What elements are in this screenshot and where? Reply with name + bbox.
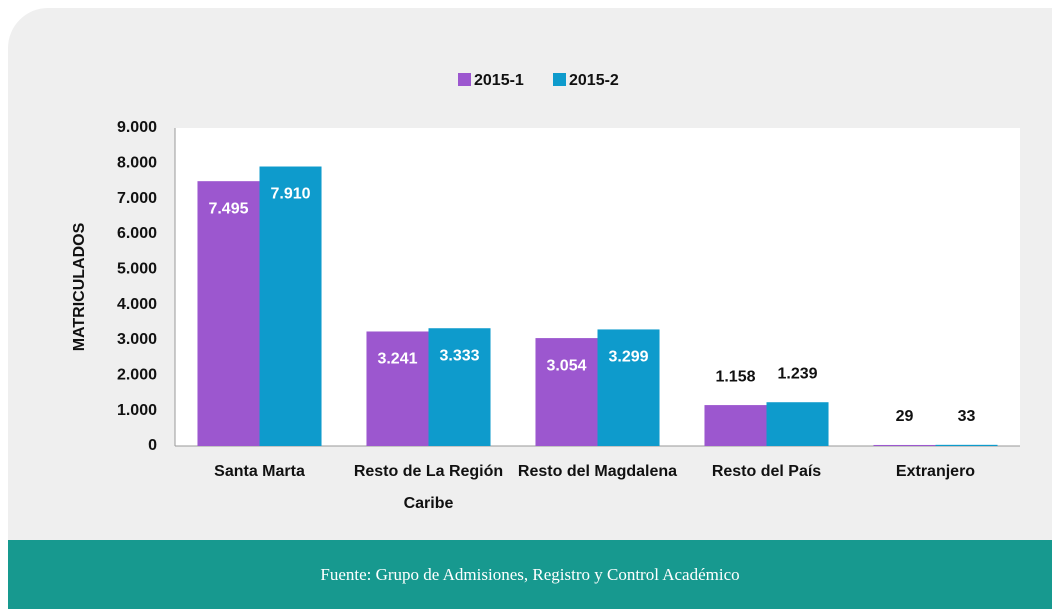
y-tick-label: 5.000 <box>117 261 157 278</box>
bar <box>259 166 322 446</box>
x-tick-label: Resto de La Región Caribe <box>353 463 504 512</box>
data-label: 3.299 <box>608 349 648 366</box>
data-label: 3.054 <box>546 357 586 374</box>
y-tick-label: 1.000 <box>117 402 157 419</box>
y-axis-title: MATRICULADOS <box>71 222 88 351</box>
legend-label: 2015-2 <box>569 72 619 89</box>
bar <box>197 181 260 446</box>
footer: Fuente: Grupo de Admisiones, Registro y … <box>8 540 1052 609</box>
bar <box>766 402 829 446</box>
y-tick-label: 0 <box>148 437 157 454</box>
data-label: 3.241 <box>377 351 417 368</box>
y-tick-label: 6.000 <box>117 225 157 242</box>
bar <box>535 338 598 446</box>
x-tick-label: Santa Marta <box>214 463 305 480</box>
legend-label: 2015-1 <box>474 72 524 89</box>
y-tick-label: 8.000 <box>117 155 157 172</box>
legend-swatch <box>458 73 471 86</box>
x-tick-label: Resto del Magdalena <box>517 463 678 480</box>
x-tick-label: Resto del País <box>711 463 822 480</box>
bar <box>935 444 998 446</box>
x-tick-label: Extranjero <box>895 463 976 480</box>
data-label: 29 <box>896 408 914 425</box>
bar <box>428 328 491 446</box>
bar <box>704 405 767 446</box>
data-label: 7.495 <box>208 200 248 217</box>
data-label: 3.333 <box>439 347 479 364</box>
bar <box>873 444 936 446</box>
data-label: 1.239 <box>777 365 817 382</box>
bar <box>366 331 429 446</box>
data-label: 1.158 <box>715 368 755 385</box>
y-tick-label: 9.000 <box>117 119 157 136</box>
data-label: 7.910 <box>270 186 310 203</box>
data-label: 33 <box>958 408 976 425</box>
y-tick-label: 4.000 <box>117 296 157 313</box>
y-tick-label: 7.000 <box>117 190 157 207</box>
legend-swatch <box>553 73 566 86</box>
bar <box>597 329 660 446</box>
y-tick-label: 3.000 <box>117 331 157 348</box>
y-tick-label: 2.000 <box>117 367 157 384</box>
